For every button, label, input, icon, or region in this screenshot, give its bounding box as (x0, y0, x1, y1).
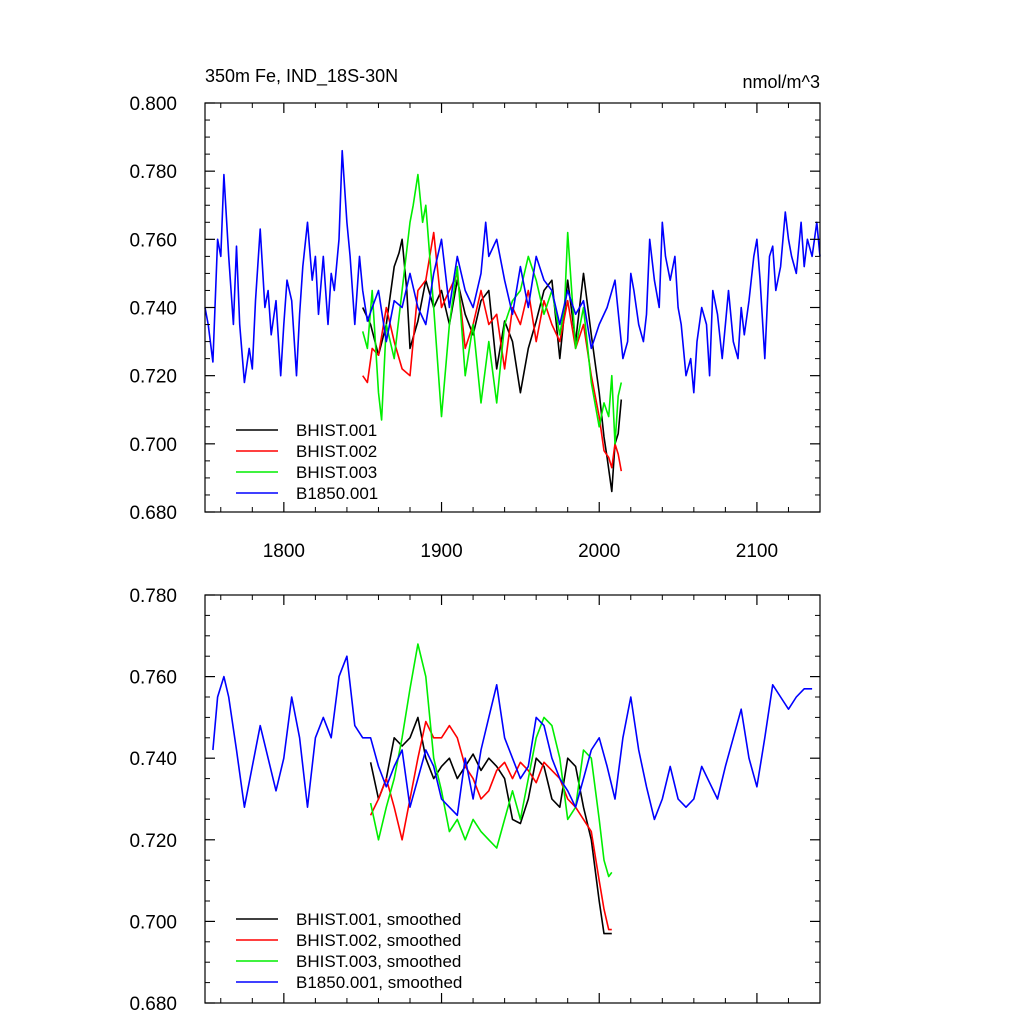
series-line-1-2 (362, 231, 623, 472)
y-tick-label: 0.780 (129, 586, 177, 607)
series-line-2-2 (369, 720, 612, 931)
y-tick-label: 0.760 (129, 668, 177, 689)
series-line-1-3 (361, 173, 623, 445)
bottom-panel: 0.680 0.700 0.720 0.740 0.760 0.780 BHIST.001,… (129, 586, 821, 1015)
y-tick-label: 0.740 (129, 749, 177, 770)
y-tick-label: 0.700 (129, 912, 177, 933)
y-tick-label: 0.680 (129, 503, 177, 524)
y-tick-label: 0.720 (129, 831, 177, 852)
x-tick-label: 1800 (263, 541, 305, 562)
legend-label: B1850.001 (296, 484, 378, 503)
y-tick-label: 0.800 (129, 94, 177, 115)
legend-label: BHIST.003, smoothed (296, 952, 461, 971)
legend-label: BHIST.002, smoothed (296, 931, 461, 950)
x-tick-label: 1900 (420, 541, 462, 562)
y-tick-label: 0.740 (129, 299, 177, 320)
legend-label: B1850.001, smoothed (296, 973, 462, 992)
series-line-2-3 (369, 643, 613, 878)
y-tick-label: 0.780 (129, 162, 177, 183)
legend-label: BHIST.001, smoothed (296, 910, 461, 929)
series-line-1-4 (204, 149, 821, 394)
series-line-2-4 (212, 655, 813, 821)
y-tick-label: 0.760 (129, 230, 177, 251)
legend-label: BHIST.001 (296, 421, 377, 440)
legend-label: BHIST.002 (296, 442, 377, 461)
chart-title: 350m Fe, IND_18S-30N (205, 66, 398, 87)
legend-label: BHIST.003 (296, 463, 377, 482)
x-tick-label: 2000 (578, 541, 620, 562)
units-label: nmol/m^3 (743, 72, 820, 92)
x-tick-label: 2100 (736, 541, 778, 562)
y-tick-label: 0.680 (129, 994, 177, 1015)
y-tick-label: 0.720 (129, 367, 177, 388)
top-panel: 0.680 0.700 0.720 0.740 0.760 0.780 0.800 1800 1… (129, 94, 821, 562)
series-line-1-1 (361, 238, 623, 493)
series-line-2-1 (369, 716, 612, 935)
y-tick-label: 0.700 (129, 435, 177, 456)
